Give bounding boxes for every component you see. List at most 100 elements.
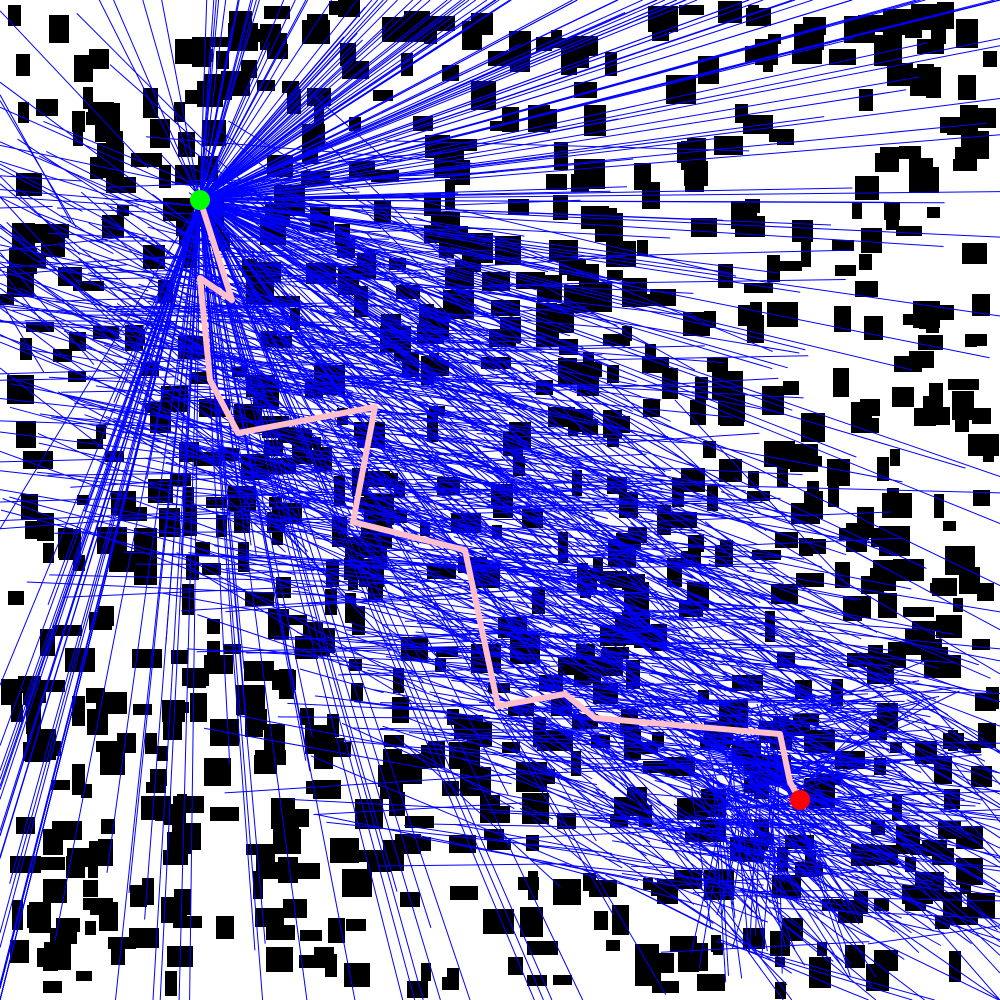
obstacle-block bbox=[684, 161, 708, 186]
tree-edge bbox=[752, 949, 935, 1000]
tree-edge bbox=[410, 655, 500, 661]
obstacle-block bbox=[101, 819, 115, 834]
obstacle-block bbox=[896, 226, 922, 236]
tree-edge bbox=[264, 255, 626, 281]
tree-edge bbox=[446, 355, 809, 364]
obstacle-block bbox=[918, 335, 943, 350]
obstacle-block bbox=[165, 971, 177, 996]
tree-edge bbox=[199, 0, 333, 201]
obstacle-block bbox=[960, 876, 971, 894]
tree-edge bbox=[190, 545, 309, 592]
tree-edge bbox=[541, 284, 696, 371]
obstacle-block bbox=[331, 4, 341, 14]
tree-edge bbox=[637, 613, 1000, 650]
obstacle-block bbox=[345, 593, 356, 623]
tree-edge bbox=[733, 648, 957, 664]
tree-edge bbox=[176, 552, 427, 692]
tree-edge bbox=[199, 43, 521, 201]
tree-edge bbox=[702, 776, 865, 945]
obstacle-block bbox=[571, 174, 589, 192]
tree-edge bbox=[808, 764, 1000, 893]
obstacle-block bbox=[68, 371, 86, 382]
tree-edge bbox=[689, 559, 761, 604]
tree-edge bbox=[199, 38, 1000, 201]
tree-edge bbox=[199, 89, 907, 201]
obstacle-block bbox=[8, 5, 21, 26]
tree-edge bbox=[199, 0, 764, 201]
tree-edge bbox=[500, 641, 561, 695]
tree-edge bbox=[337, 421, 473, 546]
obstacle-block bbox=[51, 780, 70, 790]
tree-edge bbox=[586, 761, 900, 765]
tree-edge bbox=[740, 743, 846, 794]
tree-edge bbox=[199, 0, 470, 201]
tree-edge bbox=[512, 603, 766, 668]
obstacle-block bbox=[8, 591, 24, 605]
tree-edge bbox=[700, 528, 878, 633]
tree-edge bbox=[314, 459, 439, 468]
tree-edge bbox=[695, 789, 960, 813]
obstacle-block bbox=[845, 945, 865, 968]
tree-edge bbox=[345, 375, 511, 492]
tree-edge bbox=[47, 199, 201, 605]
tree-edge bbox=[237, 552, 630, 575]
obstacle-block bbox=[508, 957, 523, 975]
tree-edge bbox=[430, 382, 614, 506]
tree-edge bbox=[848, 893, 942, 946]
tree-edge bbox=[531, 284, 694, 294]
tree-edge bbox=[683, 745, 906, 773]
obstacle-block bbox=[972, 408, 991, 424]
tree-edge bbox=[222, 643, 416, 672]
tree-edge bbox=[718, 894, 1000, 902]
obstacle-block bbox=[912, 621, 938, 631]
tree-edge bbox=[618, 880, 746, 945]
obstacle-block bbox=[0, 294, 14, 305]
tree-edge bbox=[601, 624, 799, 701]
tree-edge bbox=[790, 698, 1000, 795]
tree-edge bbox=[312, 241, 383, 273]
tree-edge bbox=[368, 463, 504, 555]
tree-edge bbox=[177, 138, 377, 295]
obstacle-block bbox=[835, 562, 850, 588]
tree-edge bbox=[199, 199, 806, 351]
tree-edge bbox=[9, 199, 201, 884]
tree-edge bbox=[488, 279, 846, 286]
tree-edge bbox=[886, 870, 1000, 1000]
tree-edge bbox=[115, 199, 201, 1000]
tree-edge bbox=[38, 155, 223, 253]
tree-edge bbox=[321, 431, 484, 455]
tree-edge bbox=[9, 496, 296, 576]
tree-edge bbox=[551, 675, 642, 712]
tree-edge bbox=[481, 748, 572, 782]
obstacle-block bbox=[392, 697, 409, 723]
tree-edge bbox=[199, 134, 1000, 201]
tree-edge bbox=[149, 279, 409, 377]
tree-edge bbox=[621, 542, 862, 640]
tree-edge bbox=[454, 199, 581, 206]
tree-edge bbox=[433, 488, 560, 599]
tree-edge bbox=[186, 648, 504, 666]
tree-edge bbox=[49, 574, 392, 584]
obstacle-block bbox=[427, 361, 437, 374]
tree-edge bbox=[449, 526, 697, 534]
obstacle-block bbox=[943, 521, 956, 531]
obstacle-block bbox=[864, 316, 883, 340]
obstacle-block bbox=[977, 583, 994, 601]
tree-edge bbox=[270, 635, 664, 665]
tree-edge bbox=[0, 307, 86, 373]
tree-edge bbox=[359, 409, 508, 421]
tree-edge bbox=[617, 674, 952, 768]
tree-edge bbox=[227, 182, 334, 219]
tree-edge bbox=[725, 737, 877, 978]
tree-edge bbox=[199, 0, 384, 201]
obstacle-block bbox=[10, 940, 29, 963]
tree-edge bbox=[464, 630, 640, 638]
tree-edge bbox=[634, 508, 731, 517]
tree-edge bbox=[313, 95, 389, 163]
tree-edge bbox=[206, 490, 317, 501]
tree-edge bbox=[685, 659, 928, 760]
tree-edge bbox=[601, 653, 683, 683]
tree-edge bbox=[299, 496, 475, 533]
obstacle-block bbox=[69, 332, 86, 351]
